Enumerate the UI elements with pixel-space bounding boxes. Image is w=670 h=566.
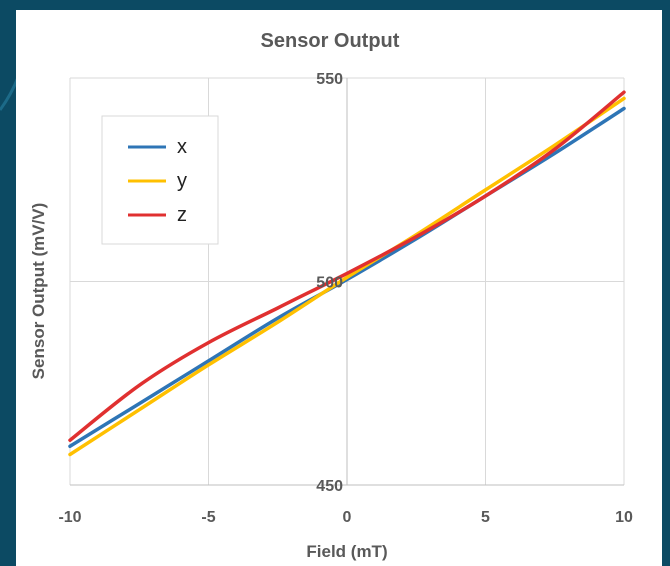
legend-label-y: y — [177, 170, 187, 192]
tick-labels: -10 -5 0 5 10 450 500 550 — [58, 71, 633, 526]
x-tick-label: -5 — [201, 509, 215, 526]
legend-label-z: z — [177, 204, 187, 226]
x-tick-label: -10 — [58, 509, 81, 526]
legend: xyz — [101, 115, 219, 245]
chart-title: Sensor Output — [261, 30, 400, 52]
y-tick-label: 550 — [316, 71, 343, 88]
x-tick-label: 0 — [343, 509, 352, 526]
x-tick-label: 10 — [615, 509, 633, 526]
series-line-x — [68, 106, 626, 449]
x-tick-label: 5 — [481, 509, 490, 526]
y-tick-label: 500 — [316, 275, 343, 292]
y-axis-label: Sensor Output (mV/V) — [29, 203, 48, 380]
chart-panel: Sensor Output -10 -5 0 5 10 450 500 550 Field (… — [16, 10, 662, 566]
series-line-z — [68, 90, 626, 442]
series-lines — [68, 90, 626, 457]
y-tick-label: 450 — [316, 478, 343, 495]
legend-label-x: x — [177, 136, 187, 158]
x-axis-label: Field (mT) — [306, 542, 387, 561]
series-line-y — [68, 96, 626, 457]
sensor-output-chart: Sensor Output -10 -5 0 5 10 450 500 550 Field (… — [29, 30, 633, 561]
